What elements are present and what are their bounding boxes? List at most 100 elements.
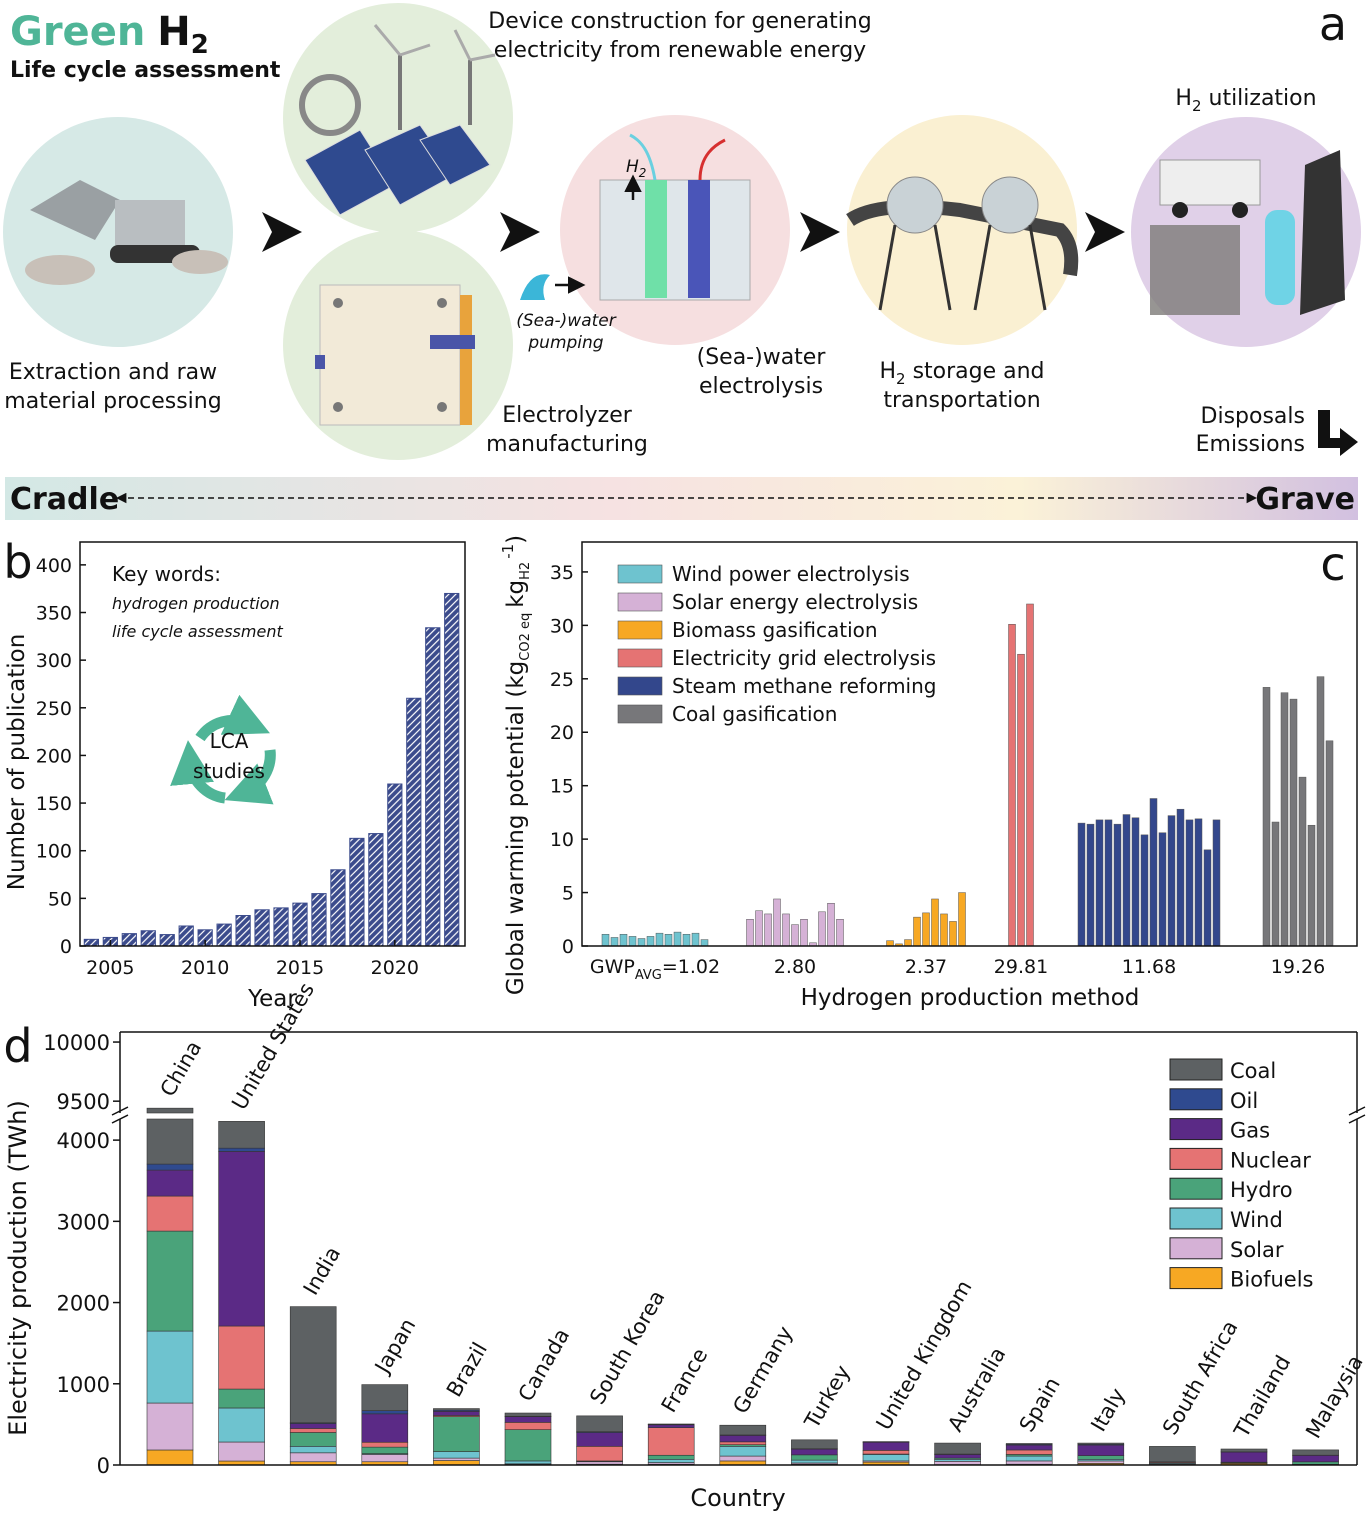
bar [949, 921, 957, 947]
y-tick-label: 50 [48, 888, 72, 910]
bar [682, 933, 691, 947]
axis-break [1348, 1106, 1366, 1116]
legend-label: Oil [1230, 1089, 1258, 1113]
bar-segment [719, 1424, 767, 1436]
y-tick-label: 250 [36, 698, 72, 720]
bar [406, 697, 422, 947]
y-tick-label: 3000 [57, 1210, 110, 1234]
bar [827, 902, 835, 947]
axis-break [1348, 1114, 1366, 1124]
pump-label: (Sea-)water [516, 311, 617, 331]
bar-segment [647, 1459, 695, 1463]
flow-arrow [262, 212, 302, 252]
cell-label-part: H [626, 157, 639, 177]
bar [1095, 819, 1104, 947]
y-tick-label: 10000 [43, 1031, 110, 1055]
annotation: Key words: [112, 562, 221, 586]
legend-label: Wind [1230, 1208, 1283, 1232]
flow-arrow [500, 212, 540, 252]
bar [159, 934, 175, 947]
x-tick-label: 29.81 [994, 956, 1048, 978]
bar-segment [576, 1461, 623, 1465]
bar [1212, 819, 1221, 947]
cell-icon [520, 133, 751, 301]
legend-swatch [617, 592, 663, 612]
x-tick-label: 19.26 [1271, 956, 1325, 978]
annotation: life cycle assessment [112, 622, 283, 641]
label-part: CO2 eq [518, 613, 533, 661]
legend-label: Steam methane reforming [672, 674, 936, 698]
label-part: 2 [896, 370, 906, 388]
legend-swatch [1169, 1237, 1223, 1260]
bar [178, 925, 194, 947]
x-tick-label: GWPAVG=1.02 [590, 956, 720, 983]
bar [913, 916, 921, 947]
stage-circle [847, 115, 1077, 345]
bar [1104, 819, 1113, 947]
bar-segment [218, 1121, 265, 1149]
x-tick-label: 2.80 [774, 956, 816, 978]
stage-label: electricity from renewable energy [494, 38, 866, 63]
bar-segment [719, 1435, 767, 1443]
x-axis-label: Country [690, 1484, 785, 1512]
bar [755, 910, 763, 947]
annotation: hydrogen production [112, 594, 280, 613]
y-tick-label: 20 [550, 722, 574, 744]
y-tick-label: 30 [550, 615, 574, 637]
y-tick-label: 100 [36, 841, 72, 863]
bar-segment [1005, 1455, 1053, 1462]
y-tick-label: 10 [550, 829, 574, 851]
bar-segment [146, 1330, 194, 1404]
bar [368, 833, 384, 947]
bar [1158, 832, 1167, 947]
bar [216, 923, 232, 947]
bar-segment [289, 1432, 337, 1447]
label-part: GWP [590, 956, 635, 978]
bar [700, 939, 709, 947]
stage-label: Device construction for generating [488, 9, 871, 34]
x-tick-label: 2015 [276, 957, 324, 979]
panel-letter: c [1320, 537, 1345, 591]
label-part: H [879, 359, 896, 384]
x-tick-label: 2010 [181, 957, 229, 979]
legend-swatch [617, 648, 663, 668]
label-part: -1 [499, 544, 517, 559]
label-part: storage and [913, 359, 1045, 384]
y-tick-label: 4000 [57, 1129, 110, 1153]
legend-label: Electricity grid electrolysis [672, 646, 936, 670]
pump-label: pumping [527, 333, 603, 353]
bar-segment [146, 1163, 194, 1171]
bar [1271, 821, 1280, 947]
bar [1017, 653, 1025, 947]
label-part: H2 [518, 562, 533, 580]
x-tick-label: 2020 [371, 957, 419, 979]
plot-frame [581, 541, 1358, 947]
bar-segment [289, 1306, 337, 1424]
legend-swatch [617, 676, 663, 696]
bar [1086, 823, 1095, 947]
bar [610, 937, 619, 947]
label-part: utilization [1209, 86, 1317, 111]
label-part: 2.80 [774, 956, 816, 978]
bar [1122, 814, 1131, 947]
stage-label: H2 storage and [879, 359, 1044, 388]
bar [1149, 798, 1158, 947]
bar-segment [862, 1441, 910, 1451]
y-tick-label: 300 [36, 650, 72, 672]
bar [637, 938, 646, 947]
bar-segment [504, 1429, 552, 1462]
bar-segment [1077, 1444, 1125, 1456]
legend-swatch [617, 620, 663, 640]
x-tick-label: China [156, 1037, 207, 1101]
bar [782, 913, 790, 947]
cell-label-part: 2 [639, 166, 647, 180]
bar [1185, 819, 1194, 947]
bar-segment [1292, 1455, 1339, 1463]
bar-segment [361, 1384, 409, 1411]
bar [1262, 687, 1271, 947]
y-tick-label: 0 [60, 936, 72, 958]
title-part: Green [10, 9, 145, 55]
bar-segment [504, 1422, 552, 1430]
y-tick-label: 0 [562, 936, 574, 958]
